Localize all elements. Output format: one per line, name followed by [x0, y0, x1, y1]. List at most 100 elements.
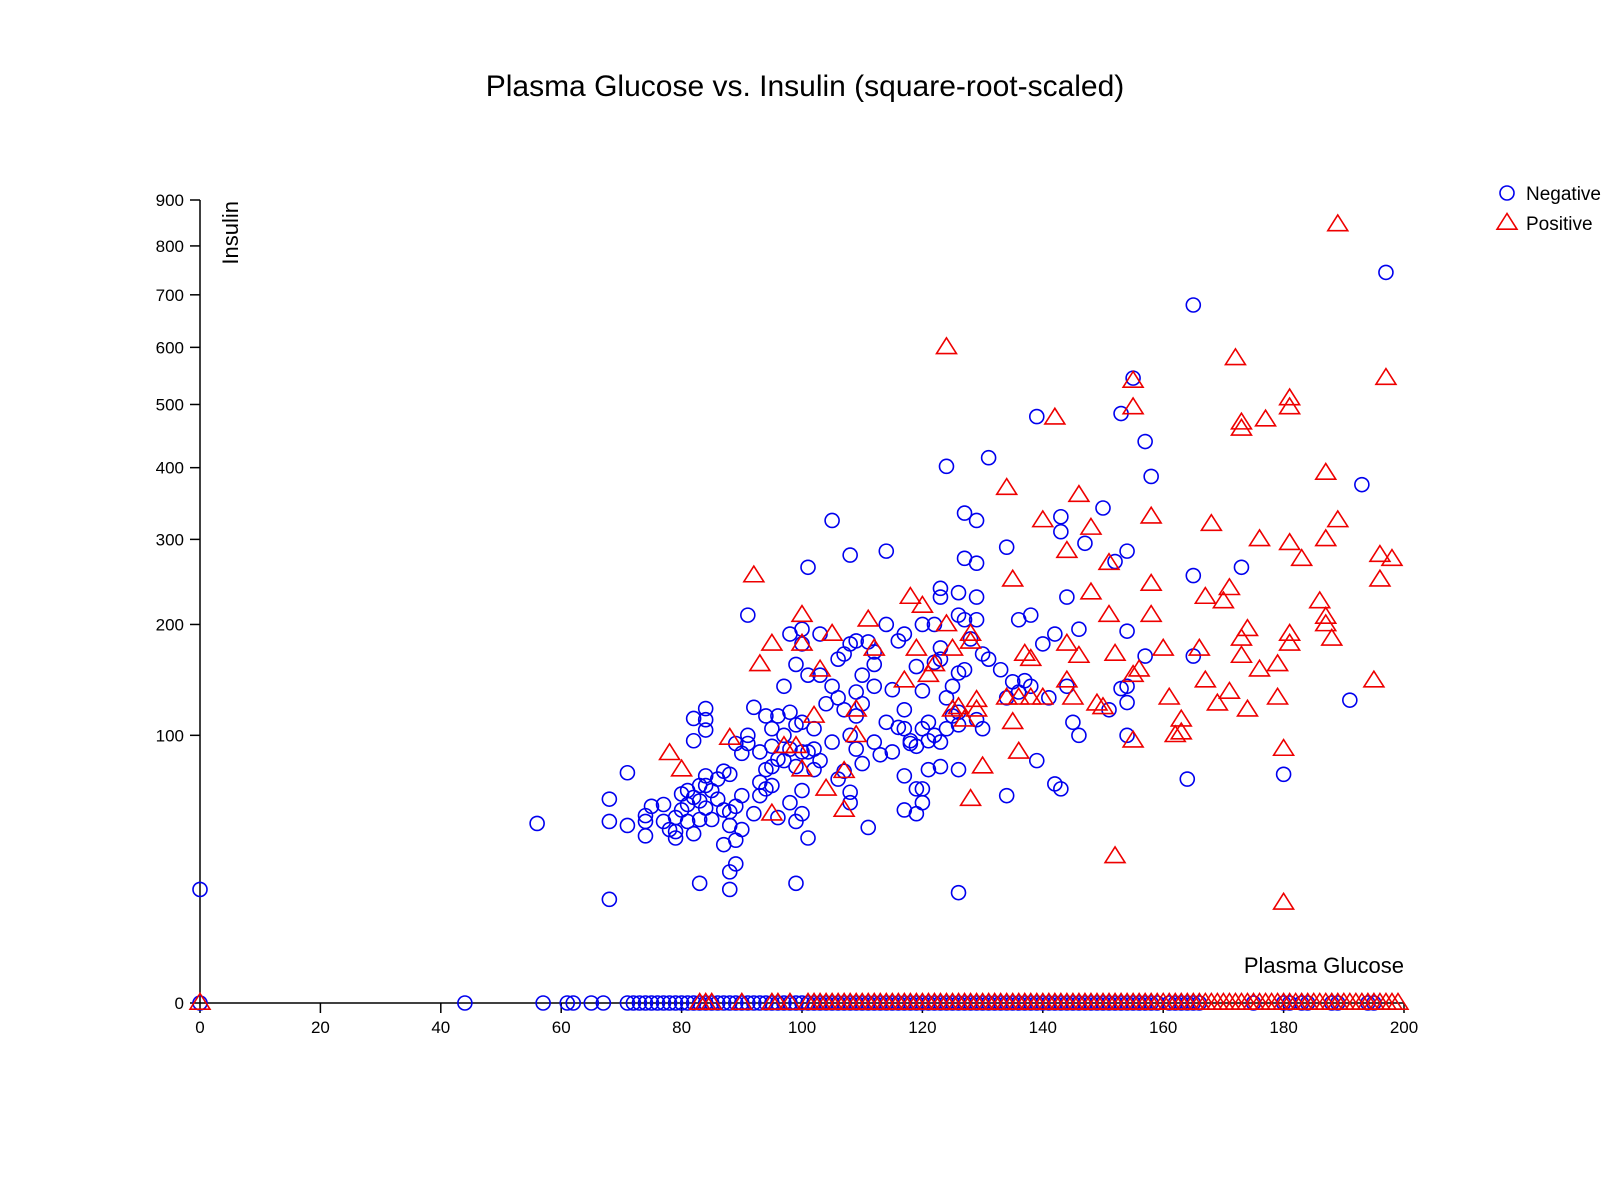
negative-point	[740, 607, 756, 623]
positive-point	[1103, 643, 1127, 661]
positive-point	[1043, 406, 1067, 425]
negative-point	[896, 701, 913, 718]
negative-point	[1016, 995, 1033, 1011]
y-tick-label: 0	[175, 994, 184, 1013]
positive-point	[1055, 540, 1079, 559]
legend-marker-negative	[1499, 185, 1515, 201]
negative-point	[770, 995, 786, 1011]
negative-point	[1293, 995, 1310, 1011]
legend-marker-positive	[1495, 212, 1519, 230]
positive-point	[1230, 645, 1253, 664]
negative-point	[896, 626, 913, 642]
negative-point	[788, 656, 804, 673]
negative-point	[1028, 752, 1045, 769]
positive-point	[814, 777, 838, 796]
positive-point	[1031, 686, 1055, 705]
negative-point	[806, 995, 822, 1011]
positive-point	[1079, 516, 1103, 535]
negative-point	[854, 755, 871, 772]
negative-point	[968, 995, 985, 1011]
negative-point	[800, 559, 816, 576]
negative-point	[1281, 995, 1298, 1011]
negative-point	[697, 711, 714, 728]
negative-point	[733, 995, 750, 1011]
positive-point	[1230, 411, 1253, 430]
positive-point	[820, 623, 844, 642]
positive-point	[1272, 891, 1296, 910]
positive-point	[1001, 711, 1025, 730]
positive-point	[1097, 604, 1121, 623]
negative-point	[1095, 995, 1111, 1011]
negative-point	[733, 787, 750, 804]
positive-point	[742, 564, 766, 583]
positive-point	[995, 686, 1019, 705]
negative-point	[637, 995, 654, 1011]
negative-point	[782, 995, 798, 1011]
negative-point	[1010, 995, 1027, 1011]
positive-point	[947, 696, 970, 715]
negative-point	[860, 995, 877, 1011]
negative-point	[800, 830, 816, 846]
negative-point	[836, 763, 852, 779]
negative-point	[583, 995, 600, 1011]
negative-point	[866, 644, 883, 660]
negative-point	[812, 752, 828, 769]
positive-point	[935, 336, 958, 355]
positive-point	[1061, 686, 1085, 705]
positive-point	[1211, 590, 1235, 609]
negative-point	[697, 700, 714, 717]
negative-point	[1107, 995, 1123, 1011]
positive-point	[959, 630, 982, 649]
x-axis-title: Plasma Glucose	[1244, 953, 1404, 978]
negative-point	[697, 722, 714, 738]
negative-point	[1173, 995, 1190, 1011]
y-tick-label: 500	[156, 395, 184, 414]
negative-point	[740, 727, 756, 744]
negative-point	[1077, 535, 1093, 552]
x-tick-label: 160	[1149, 1018, 1177, 1037]
negative-point	[914, 794, 931, 811]
positive-point	[1217, 577, 1241, 596]
positive-point	[910, 594, 934, 613]
negative-point	[1113, 995, 1129, 1011]
negative-point	[1143, 468, 1159, 485]
negative-point	[824, 512, 840, 529]
negative-point	[776, 727, 792, 744]
negative-point	[998, 995, 1015, 1011]
negative-point	[794, 636, 810, 652]
negative-point	[1185, 567, 1202, 584]
positive-point	[1187, 637, 1211, 656]
positive-point	[1193, 669, 1217, 688]
positive-point	[1085, 692, 1109, 711]
positive-point	[1314, 528, 1338, 547]
negative-point	[866, 995, 883, 1011]
negative-point	[1028, 995, 1045, 1011]
positive-point	[959, 788, 982, 807]
series-positive	[188, 213, 1410, 1010]
positive-point	[1121, 729, 1145, 748]
negative-point	[1119, 694, 1135, 711]
negative-point	[1329, 995, 1346, 1011]
negative-point	[770, 809, 786, 826]
negative-point	[721, 881, 738, 898]
negative-point	[1028, 408, 1045, 425]
negative-point	[727, 995, 744, 1011]
positive-point	[808, 658, 832, 677]
negative-point	[685, 825, 702, 842]
negative-point	[956, 611, 973, 628]
positive-point	[1163, 724, 1187, 743]
negative-point	[1022, 995, 1039, 1011]
negative-point	[667, 995, 684, 1011]
negative-point	[992, 995, 1009, 1011]
positive-point	[1248, 658, 1271, 677]
positive-point	[718, 727, 742, 745]
x-tick-label: 40	[431, 1018, 450, 1037]
negative-point	[746, 805, 762, 822]
axes: 0 20 40 60 80 100 120 140 160 180 200 0 100 200 300 400…	[156, 191, 1419, 1037]
negative-point	[631, 995, 648, 1011]
negative-point	[836, 646, 852, 662]
negative-point	[691, 875, 708, 892]
negative-point	[192, 881, 208, 898]
positive-point	[923, 653, 946, 672]
positive-point	[1127, 658, 1151, 677]
